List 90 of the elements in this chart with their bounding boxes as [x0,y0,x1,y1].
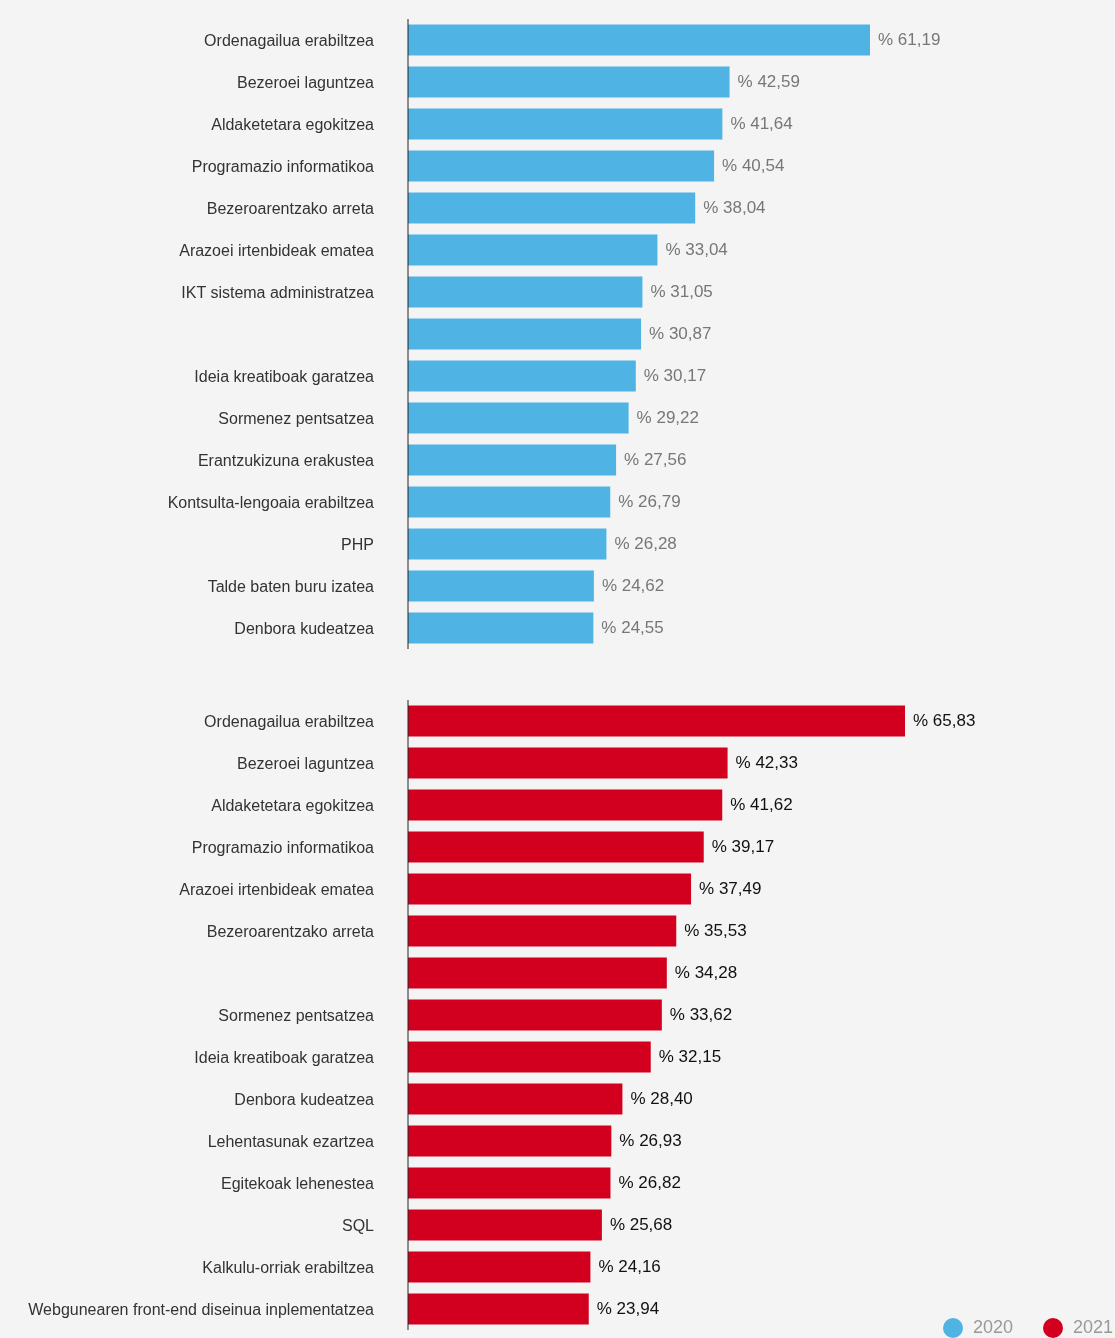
y-tick-label: Erantzukizuna erakustea [197,451,375,469]
bar [408,192,696,224]
bar [408,444,617,476]
data-label: % 27,56 [624,450,687,470]
bar [408,1293,589,1325]
y-tick-label: Aldaketetara egokitzea [211,796,375,814]
bar [408,528,607,560]
data-label: % 61,19 [877,30,941,50]
y-tick-label: Talde baten buru izatea [207,577,375,595]
bar [408,108,723,140]
data-label: % 30,17 [643,366,707,386]
bar [408,1083,623,1115]
data-label: % 39,17 [711,837,775,857]
bar [408,915,677,947]
y-tick-label: Arazoei irtenbideak ematea [179,241,375,259]
y-tick-label: Ordenagailua erabiltzea [204,712,375,730]
data-label: % 24,16 [598,1257,661,1277]
y-tick-label: Ideia kreatiboak garatzea [194,1048,375,1066]
bar [408,360,636,392]
y-tick-label: PHP [341,535,374,553]
bar [408,789,723,821]
bar [408,747,728,779]
y-tick-label: Kontsulta-lengoaia erabiltzea [167,493,375,511]
data-label: % 41,62 [730,795,793,815]
data-label: % 35,53 [684,921,747,941]
y-tick-label: SQL [341,1216,375,1234]
bar [408,570,594,602]
data-label: % 26,28 [614,534,677,554]
data-label: % 40,54 [722,156,785,176]
data-label: % 38,04 [703,198,766,218]
data-label: % 28,40 [630,1089,693,1109]
data-label: % 25,68 [609,1215,673,1235]
y-tick-label: Denbora kudeatzea [234,1090,375,1108]
y-tick-label: Programazio informatikoa [191,838,375,856]
bar [408,705,906,737]
bar [408,1125,612,1157]
data-label: % 65,83 [913,711,976,731]
y-tick-label: Webgunearen front-end diseinua inplementatzea [28,1300,375,1318]
data-label: % 26,79 [618,492,681,512]
data-label: % 42,33 [735,753,798,773]
legend-label: 2020 [972,1317,1013,1338]
bar [408,612,594,644]
y-tick-label: Kalkulu-orriak erabiltzea [202,1258,375,1276]
y-tick-label: Bezeroarentzako arreta [206,199,375,217]
data-label: % 26,93 [619,1131,682,1151]
data-label: % 24,55 [601,618,664,638]
data-label: % 34,28 [674,963,738,983]
legend-label: 2021 [1072,1317,1113,1338]
y-tick-label: Bezeroei laguntzea [237,754,375,772]
y-tick-label: Sormenez pentsatzea [218,1006,375,1024]
bar [408,150,715,182]
data-label: % 24,62 [601,576,665,596]
data-label: % 32,15 [658,1047,722,1067]
data-label: % 29,22 [636,408,699,428]
bar [408,1251,591,1283]
data-label: % 26,82 [618,1173,681,1193]
y-tick-label: Ideia kreatiboak garatzea [194,367,375,385]
bar [408,1209,602,1241]
y-tick-label: IKT sistema administratzea [181,283,375,301]
y-tick-label: Lehentasunak ezartzea [207,1132,375,1150]
bar [408,999,662,1031]
data-label: % 33,62 [669,1005,733,1025]
bar [408,957,667,989]
data-label: % 41,64 [730,114,793,134]
y-tick-label: Sormenez pentsatzea [218,409,375,427]
data-label: % 37,49 [699,879,762,899]
y-tick-label: Bezeroei laguntzea [237,73,375,91]
bar [408,66,730,98]
bar [408,318,642,350]
y-tick-label: Denbora kudeatzea [234,619,375,637]
data-label: % 23,94 [596,1299,660,1319]
data-label: % 31,05 [650,282,713,302]
bar [408,873,692,905]
bar [408,402,629,434]
bar [408,24,870,56]
data-label: % 33,04 [665,240,728,260]
y-tick-label: Aldaketetara egokitzea [211,115,375,133]
y-tick-label: Bezeroarentzako arreta [206,922,375,940]
bar [408,234,658,266]
bar [408,486,611,518]
y-tick-label: Ordenagailua erabiltzea [204,31,375,49]
data-label: % 30,87 [649,324,712,344]
y-tick-label: Arazoei irtenbideak ematea [179,880,375,898]
bar [408,276,643,308]
bar [408,831,704,863]
bar [408,1041,651,1073]
bar [408,1167,611,1199]
y-tick-label: Programazio informatikoa [191,157,375,175]
data-label: % 42,59 [737,72,800,92]
y-tick-label: Egitekoak lehenestea [221,1174,375,1192]
